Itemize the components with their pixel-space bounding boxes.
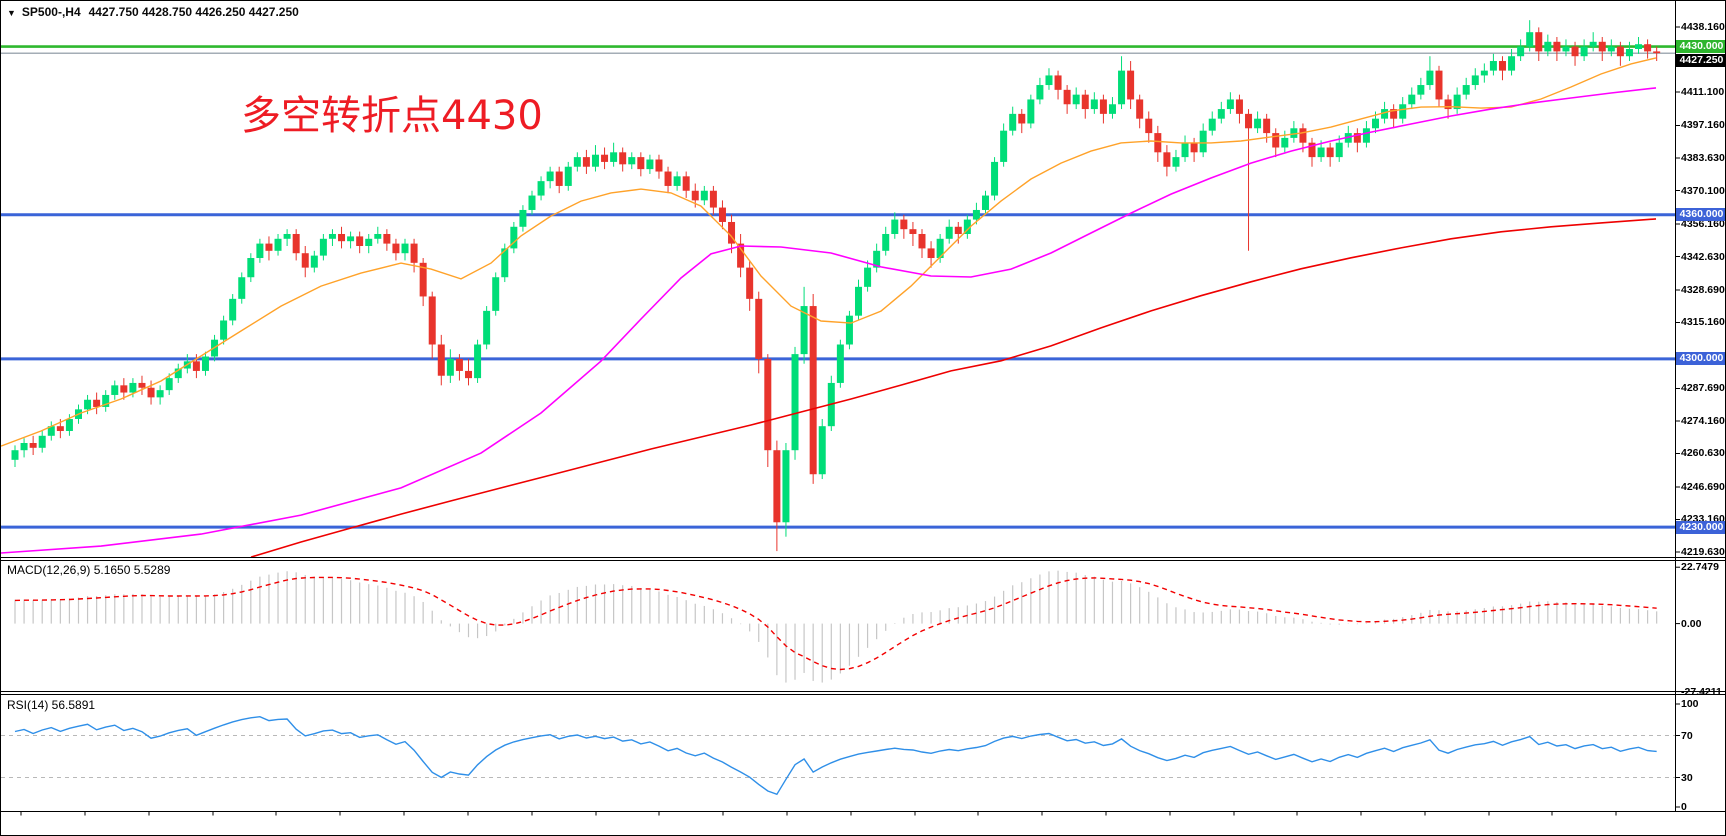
- price-tick-label: 4383.630: [1681, 152, 1725, 164]
- macd-indicator-label: MACD(12,26,9) 5.1650 5.5289: [7, 563, 171, 577]
- price-tick-label: 4411.100: [1681, 86, 1725, 98]
- price-tick-label: 4287.690: [1681, 382, 1725, 395]
- level-price-flag: 4300.000: [1676, 352, 1725, 366]
- annotation-text: 多空转折点4430: [241, 93, 543, 139]
- price-axis[interactable]: [1675, 1, 1725, 557]
- macd-tick-label: 22.7479: [1681, 561, 1719, 574]
- price-tick-label: 4315.160: [1681, 316, 1725, 329]
- rsi-tick-label: 30: [1681, 771, 1693, 784]
- ohlc-values: 4427.750 4428.750 4426.250 4427.250: [88, 5, 299, 19]
- collapse-arrow-icon[interactable]: ▼: [7, 8, 16, 18]
- price-tick-label: 4246.690: [1681, 480, 1725, 493]
- level-price-flag: 4430.000: [1676, 40, 1725, 54]
- rsi-tick-label: 70: [1681, 729, 1693, 742]
- price-tick-label: 4342.630: [1681, 250, 1725, 263]
- macd-tick-label: -27.4211: [1681, 685, 1722, 698]
- level-price-flag: 4360.000: [1676, 208, 1725, 222]
- symbol-period-label: SP500-,H4: [21, 5, 81, 19]
- price-tick-label: 4274.160: [1681, 414, 1725, 427]
- rsi-tick-label: 100: [1681, 698, 1699, 710]
- price-tick-label: 4438.160: [1681, 21, 1725, 33]
- price-tick-label: 4219.630: [1681, 545, 1725, 558]
- symbol-info: ▼ SP500-,H4 4427.750 4428.750 4426.250 442…: [7, 5, 299, 19]
- level-price-flag: 4230.000: [1676, 520, 1725, 534]
- price-tick-label: 4397.160: [1681, 119, 1725, 132]
- price-tick-label: 4260.630: [1681, 447, 1725, 460]
- macd-tick-label: 0.00: [1681, 617, 1702, 630]
- time-axis[interactable]: 24 Jun 202127 Jun 23:0029 Jun 04:0030 Ju…: [1, 812, 1675, 835]
- rsi-tick-label: 0: [1681, 801, 1687, 813]
- current-price-flag: 4427.250: [1676, 53, 1725, 67]
- price-tick-label: 4328.690: [1681, 283, 1725, 296]
- rsi-indicator-label: RSI(14) 56.5891: [7, 698, 96, 712]
- price-tick-label: 4370.100: [1681, 184, 1725, 197]
